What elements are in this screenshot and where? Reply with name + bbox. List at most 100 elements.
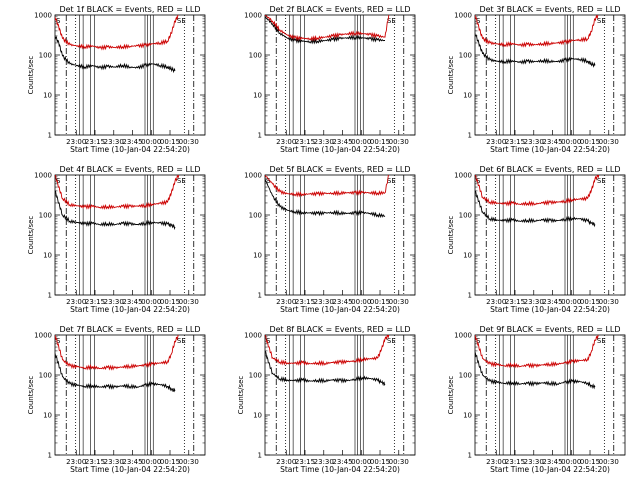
y-axis-label: Counts/sec: [27, 216, 35, 255]
x-axis-label: Start Time (10-Jan-04 22:54:20): [70, 145, 190, 154]
detector-panel-5: Det 5f BLACK = Events, RED = LLD 1 10 100 10…: [244, 165, 416, 314]
corner-label-right: SE: [387, 337, 396, 345]
x-tick-label: 00:00: [351, 138, 371, 146]
y-tick-label: 1: [48, 452, 52, 460]
y-tick-label: 10: [43, 92, 52, 100]
y-tick-label: 1: [468, 132, 472, 140]
y-tick-label: 1: [468, 452, 472, 460]
corner-label-left: S: [56, 177, 61, 185]
marker-lines: [65, 175, 195, 295]
plot-frame: [264, 174, 416, 296]
marker-lines: [275, 175, 405, 295]
x-tick-label: 00:15: [580, 298, 600, 306]
x-tick-label: 00:00: [141, 298, 161, 306]
x-tick-label: 23:00: [66, 138, 86, 146]
y-tick-label: 1000: [244, 172, 262, 180]
series-group: [265, 175, 390, 219]
x-tick-label: 00:00: [561, 298, 581, 306]
corner-label-right: SE: [387, 177, 396, 185]
x-tick-label: 23:45: [122, 138, 142, 146]
series-line-events: [475, 33, 596, 68]
corner-label-right: SE: [177, 177, 186, 185]
y-axis-label: Counts/sec: [447, 376, 455, 415]
x-tick-label: 23:30: [314, 138, 334, 146]
x-tick-label: 23:15: [85, 458, 105, 466]
x-tick-label: 23:45: [122, 298, 142, 306]
corner-label-left: S: [56, 337, 61, 345]
x-tick-label: 00:15: [160, 458, 180, 466]
series-group: [475, 15, 599, 68]
y-axis-label: Counts/sec: [27, 56, 35, 95]
panel-title: Det 1f BLACK = Events, RED = LLD: [59, 5, 200, 14]
series-line-lld: [265, 15, 390, 42]
x-tick-label: 00:15: [160, 138, 180, 146]
x-tick-label: 00:00: [351, 298, 371, 306]
x-tick-label: 00:00: [141, 138, 161, 146]
detector-panel-2: Det 2f BLACK = Events, RED = LLD 1 10 100 10…: [244, 5, 416, 154]
series-line-lld: [265, 335, 390, 367]
series-line-lld: [475, 335, 599, 369]
y-tick-label: 10: [463, 412, 472, 420]
corner-label-left: S: [266, 177, 271, 185]
series-line-events: [55, 35, 176, 74]
marker-lines: [485, 335, 615, 455]
x-tick-label: 23:30: [314, 458, 334, 466]
x-axis-label: Start Time (10-Jan-04 22:54:20): [280, 465, 400, 474]
series-line-events: [55, 190, 176, 231]
x-tick-label: 23:15: [295, 138, 315, 146]
corner-label-right: SE: [597, 337, 606, 345]
x-tick-label: 00:00: [561, 138, 581, 146]
plot-frame: [54, 174, 206, 296]
series-line-lld: [475, 15, 599, 48]
x-tick-label: 23:30: [104, 298, 124, 306]
x-tick-label: 23:45: [332, 298, 352, 306]
x-axis-label: Start Time (10-Jan-04 22:54:20): [490, 145, 610, 154]
x-axis-label: Start Time (10-Jan-04 22:54:20): [280, 305, 400, 314]
y-tick-label: 1: [48, 132, 52, 140]
series-line-events: [55, 353, 176, 393]
plot-frame: [54, 334, 206, 456]
corner-label-left: S: [476, 177, 481, 185]
x-axis-label: Start Time (10-Jan-04 22:54:20): [70, 305, 190, 314]
plot-frame: [54, 14, 206, 136]
x-tick-label: 00:30: [389, 458, 409, 466]
x-tick-label: 00:30: [599, 298, 619, 306]
x-tick-label: 23:15: [505, 138, 525, 146]
x-tick-label: 23:00: [66, 298, 86, 306]
y-tick-label: 10: [253, 92, 262, 100]
series-group: [55, 175, 180, 231]
y-tick-label: 1000: [244, 332, 262, 340]
marker-lines: [65, 335, 195, 455]
y-axis-label: Counts/sec: [447, 216, 455, 255]
corner-label-right: SE: [387, 17, 396, 25]
x-tick-label: 23:30: [104, 138, 124, 146]
series-line-events: [475, 190, 596, 228]
panel-title: Det 2f BLACK = Events, RED = LLD: [269, 5, 410, 14]
series-group: [475, 335, 599, 390]
series-line-events: [265, 16, 385, 45]
x-axis-label: Start Time (10-Jan-04 22:54:20): [280, 145, 400, 154]
corner-label-right: SE: [597, 177, 606, 185]
panel-title: Det 8f BLACK = Events, RED = LLD: [269, 325, 410, 334]
series-group: [55, 335, 179, 393]
x-tick-label: 23:00: [486, 138, 506, 146]
x-tick-label: 00:30: [599, 138, 619, 146]
series-group: [265, 15, 390, 45]
y-tick-label: 100: [39, 372, 52, 380]
corner-label-right: SE: [177, 17, 186, 25]
plot-frame: [474, 14, 626, 136]
series-line-events: [475, 351, 596, 390]
detector-panel-9: Det 9f BLACK = Events, RED = LLD 1 10 100 10…: [447, 325, 626, 474]
x-tick-label: 23:30: [524, 458, 544, 466]
y-tick-label: 1: [258, 452, 262, 460]
y-tick-label: 100: [459, 212, 472, 220]
x-tick-label: 00:30: [179, 458, 199, 466]
y-tick-label: 100: [459, 52, 472, 60]
y-tick-label: 100: [39, 52, 52, 60]
x-tick-label: 23:30: [524, 138, 544, 146]
x-axis-label: Start Time (10-Jan-04 22:54:20): [490, 305, 610, 314]
corner-label-left: S: [476, 337, 481, 345]
y-axis-label: Counts/sec: [237, 376, 245, 415]
x-tick-label: 23:15: [295, 298, 315, 306]
x-axis-label: Start Time (10-Jan-04 22:54:20): [490, 465, 610, 474]
